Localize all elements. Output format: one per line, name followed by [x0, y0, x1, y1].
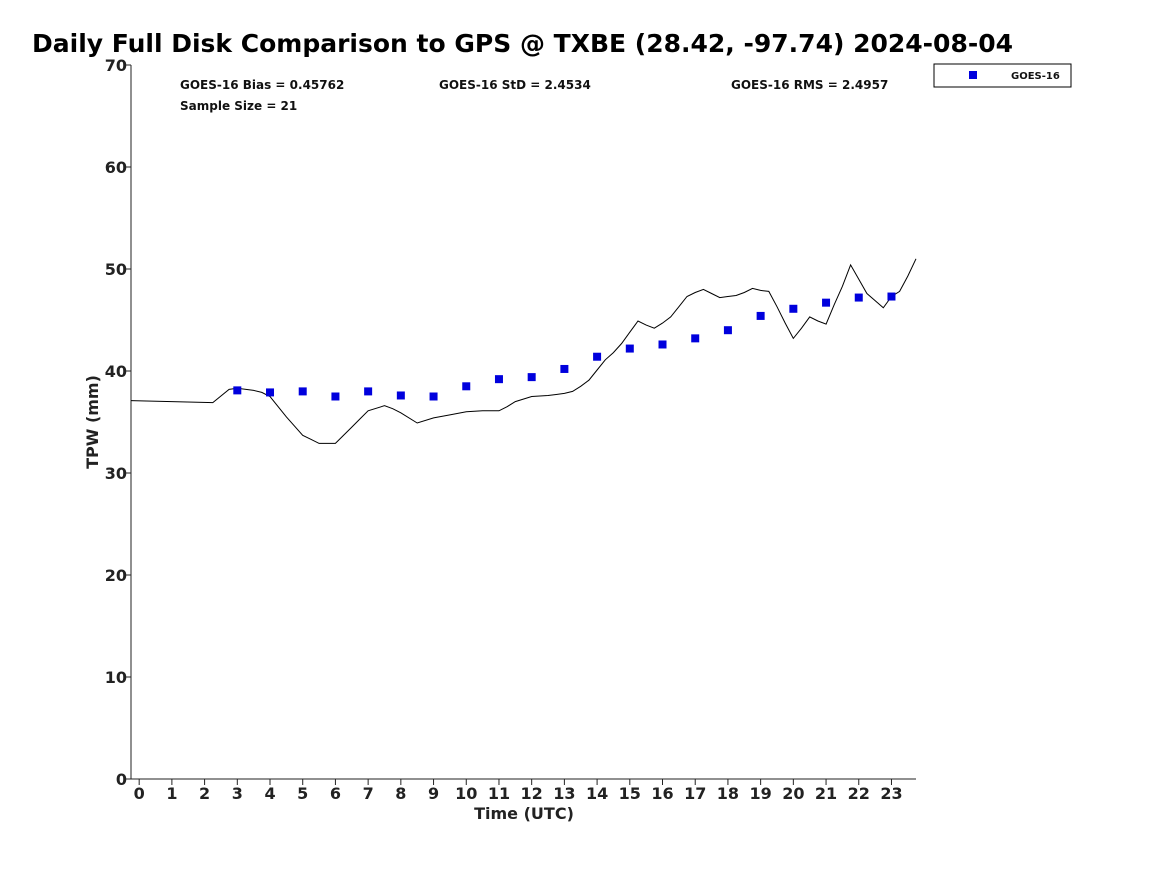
- chart-title: Daily Full Disk Comparison to GPS @ TXBE…: [32, 29, 1013, 58]
- x-tick-label: 5: [297, 784, 308, 803]
- x-tick-label: 0: [134, 784, 145, 803]
- x-tick-label: 14: [586, 784, 608, 803]
- goes16-point: [658, 340, 667, 349]
- y-tick-label: 70: [105, 56, 127, 75]
- goes16-points-layer: [233, 292, 896, 401]
- plot-axes: [130, 65, 916, 780]
- goes16-point: [429, 392, 438, 401]
- x-tick-label: 11: [488, 784, 510, 803]
- gps-line-layer: [130, 258, 917, 444]
- goes16-point: [527, 373, 536, 382]
- goes16-point: [789, 304, 798, 313]
- x-tick-label: 6: [330, 784, 341, 803]
- x-tick-label: 1: [166, 784, 177, 803]
- gps-series-line: [130, 258, 917, 444]
- y-tick-label: 20: [105, 566, 127, 585]
- x-tick-label: 10: [455, 784, 477, 803]
- legend: GOES-16: [933, 63, 1072, 88]
- goes16-point: [887, 292, 896, 301]
- goes16-point: [298, 387, 307, 396]
- x-tick-label: 21: [815, 784, 837, 803]
- x-tick-label: 16: [651, 784, 673, 803]
- y-tick-label: 40: [105, 362, 127, 381]
- x-tick-label: 23: [880, 784, 902, 803]
- x-tick-label: 7: [363, 784, 374, 803]
- goes16-point: [756, 311, 765, 320]
- goes16-point: [723, 326, 732, 335]
- x-tick-label: 20: [782, 784, 804, 803]
- goes16-point: [396, 391, 405, 400]
- y-tick-label: 0: [116, 770, 127, 789]
- y-tick-label: 30: [105, 464, 127, 483]
- x-tick-label: 3: [232, 784, 243, 803]
- goes16-point: [625, 344, 634, 353]
- goes16-point: [822, 298, 831, 307]
- x-tick-label: 2: [199, 784, 210, 803]
- x-tick-label: 15: [619, 784, 641, 803]
- goes16-point: [494, 375, 503, 384]
- stat-rms: GOES-16 RMS = 2.4957: [731, 78, 888, 92]
- x-tick-label: 13: [553, 784, 575, 803]
- y-axis-label: TPW (mm): [83, 375, 102, 469]
- goes16-point: [364, 387, 373, 396]
- goes16-point: [560, 364, 569, 373]
- legend-marker-goes16: [969, 71, 977, 79]
- x-tick-label: 4: [264, 784, 275, 803]
- goes16-point: [266, 388, 275, 397]
- goes16-point: [691, 334, 700, 343]
- x-tick-label: 12: [521, 784, 543, 803]
- goes16-point: [331, 392, 340, 401]
- x-tick-label: 22: [848, 784, 870, 803]
- goes16-point: [593, 352, 602, 361]
- x-tick-label: 17: [684, 784, 706, 803]
- stat-std: GOES-16 StD = 2.4534: [439, 78, 591, 92]
- x-tick-label: 19: [750, 784, 772, 803]
- y-tick-label: 10: [105, 668, 127, 687]
- stat-sample-size: Sample Size = 21: [180, 99, 297, 113]
- x-axis-label: Time (UTC): [474, 804, 574, 823]
- x-tick-label: 9: [428, 784, 439, 803]
- y-tick-label: 60: [105, 158, 127, 177]
- legend-box: [933, 63, 1072, 88]
- x-tick-label: 18: [717, 784, 739, 803]
- goes16-point: [462, 382, 471, 391]
- goes16-point: [854, 293, 863, 302]
- stat-bias: GOES-16 Bias = 0.45762: [180, 78, 344, 92]
- x-axis-ticks: 0 1 2 3 4 5 6 7 8 9 10 11 12 13 14 15 16 17 18 19 20 21 22 23: [134, 779, 903, 803]
- y-tick-label: 50: [105, 260, 127, 279]
- goes16-point: [233, 386, 242, 395]
- x-tick-label: 8: [395, 784, 406, 803]
- y-axis-ticks: 0 10 20 30 40 50 60 70: [105, 56, 131, 789]
- legend-label-goes16: GOES-16: [1011, 71, 1060, 82]
